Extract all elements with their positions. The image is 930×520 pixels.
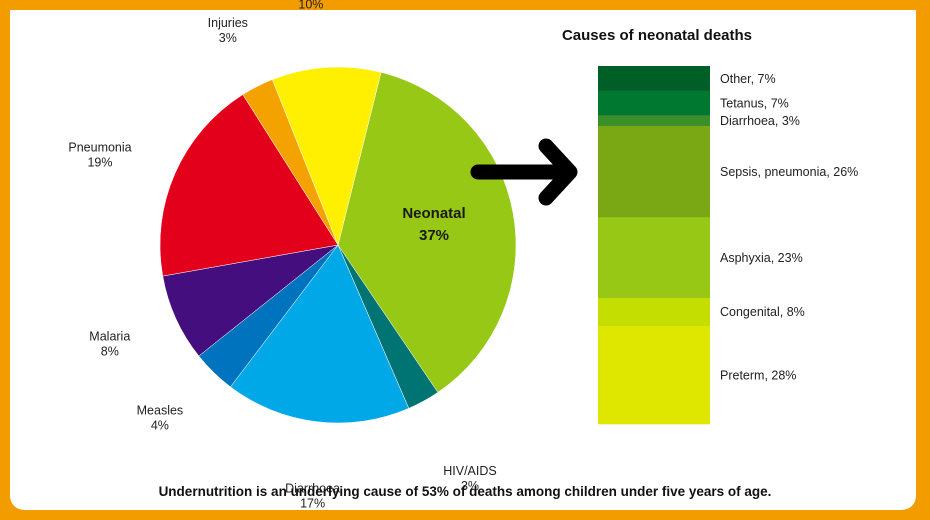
stack-label-sepsis: Sepsis, pneumonia, 26% [720,165,858,179]
pie-pct-malaria: 8% [101,344,119,358]
stack-label-preterm: Preterm, 28% [720,368,796,382]
stack-label-diarrhoea: Diarrhoea, 3% [720,114,800,128]
pie-label-measles: Measles [137,404,184,418]
pie-label-pneumonia: Pneumonia [68,140,131,154]
pie-slice-neonatal [337,71,517,393]
pie-label-diarrhoea: Diarrhoea [285,482,340,496]
pie-pct-injuries: 3% [219,31,237,45]
stack-segment-tetanus [598,90,710,116]
stack-title: Causes of neonatal deaths [562,27,752,44]
pie-pct-measles: 4% [151,419,169,433]
stack-segment-asphyxia [598,216,710,298]
pie-slice-diarrhoea [230,244,410,424]
neonatal-center-label: Neonatal [402,205,465,222]
pie-chart [159,66,517,424]
pie-pct-diarrhoea: 17% [300,497,325,511]
stack-segment-other [598,66,710,91]
arrow-icon [470,138,578,206]
stack-segment-diarrhoea [598,115,710,126]
pie-slice-pneumonia [159,94,339,277]
pie-label-malaria: Malaria [89,329,130,343]
stack-label-congenital: Congenital, 8% [720,305,805,319]
neonatal-center-pct: 37% [419,227,449,244]
pie-pct-hiv-aids: 3% [461,479,479,493]
stack-segment-preterm [598,325,710,425]
pie-slice-others [272,66,382,246]
footnote: Undernutrition is an underlying cause of… [158,484,772,499]
stack-segment-sepsis [598,125,710,218]
stack-label-tetanus: Tetanus, 7% [720,96,789,110]
stack-label-other: Other, 7% [720,72,776,86]
stacked-bar [598,66,710,425]
pie-label-injuries: Injuries [208,16,248,30]
stack-label-asphyxia: Asphyxia, 23% [720,251,803,265]
stacked-bar-labels: Preterm, 28% Congenital, 8% Asphyxia, 23% S… [720,72,858,383]
stack-segment-congenital [598,297,710,327]
pie-pct-others: 10% [298,0,323,12]
pie-labels: HIV/AIDS3%Diarrhoea17%Measles4%Malaria8%… [68,0,496,511]
pie-label-hiv-aids: HIV/AIDS [443,464,497,478]
pie-pct-pneumonia: 19% [87,155,112,169]
